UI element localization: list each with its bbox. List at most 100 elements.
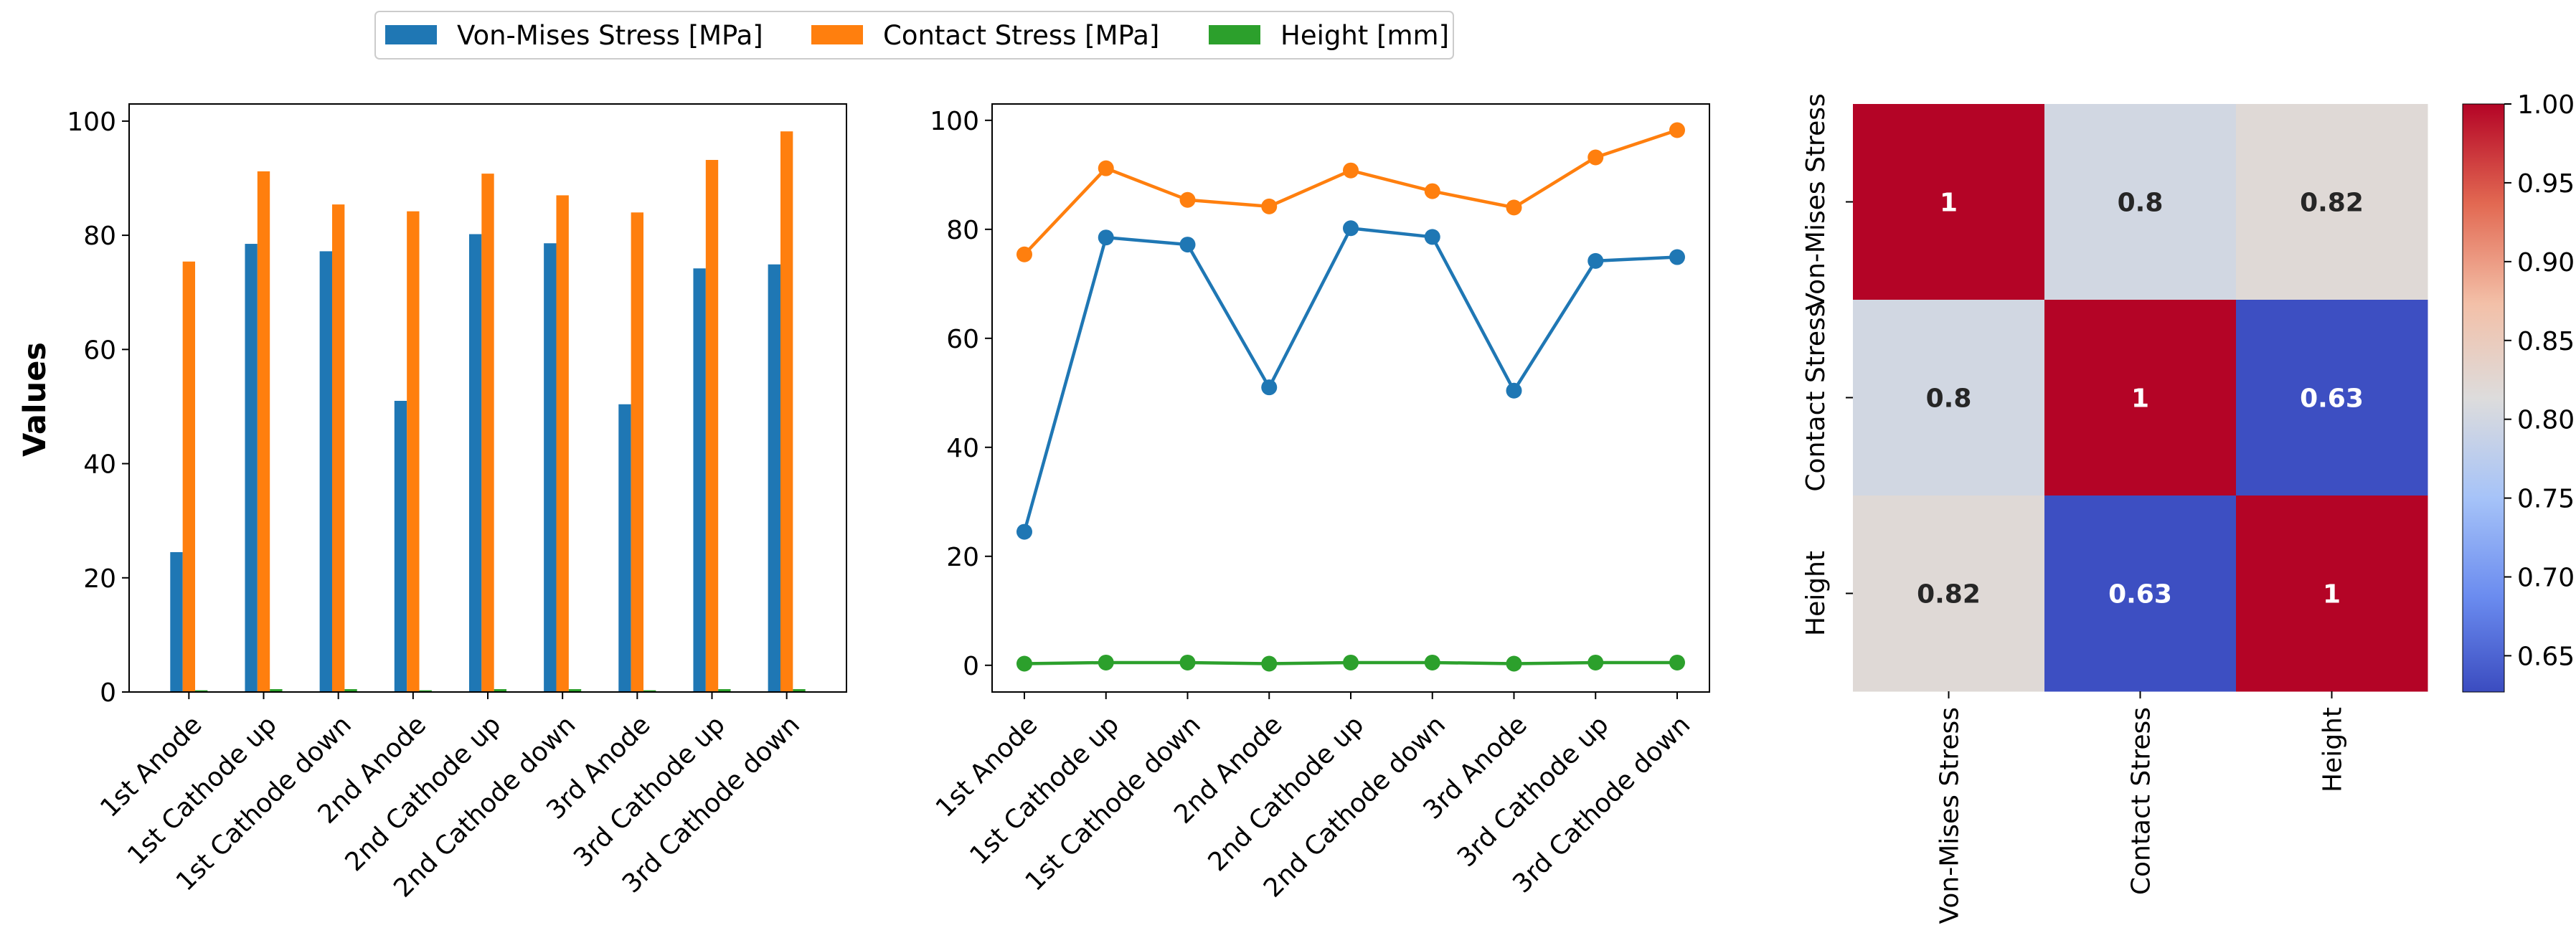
legend-frame	[374, 11, 1454, 60]
heatmap-col-label: Von-Mises Stress	[1935, 707, 1965, 924]
bar-marks	[170, 131, 806, 693]
point-height-mm-3rd-anode	[1506, 655, 1522, 672]
colorbar-frame	[2462, 103, 2505, 693]
line-series-von-mises-stress-mpa	[1022, 226, 1678, 533]
bar-contact-stress-mpa-2nd-cathode-up	[481, 174, 494, 692]
bar-contact-stress-mpa-3rd-anode	[631, 212, 644, 692]
line-xtick-label: 1st Cathode up	[964, 710, 1125, 871]
colorbar-tick-label: 1.00	[2517, 90, 2575, 120]
heatmap-row-label: Von-Mises Stress	[1801, 93, 1831, 310]
legend-swatch-von-mises	[385, 25, 437, 44]
bar-ytick-label: 0	[100, 678, 116, 708]
heatmap-cell-von-mises-stress-contact-stress	[2044, 104, 2237, 300]
point-von-mises-stress-mpa-2nd-cathode-down	[1424, 229, 1440, 245]
bar-height-mm-1st-cathode-up	[270, 689, 283, 692]
colorbar-tick-label: 0.75	[2517, 485, 2575, 514]
heatmap-cell-height-height	[2236, 496, 2428, 692]
bar-contact-stress-mpa-1st-cathode-up	[257, 171, 270, 692]
point-contact-stress-mpa-1st-cathode-down	[1179, 191, 1196, 208]
bar-chart-ylabel: Values	[17, 342, 53, 457]
point-height-mm-3rd-cathode-up	[1587, 654, 1604, 670]
point-contact-stress-mpa-2nd-anode	[1261, 198, 1278, 214]
heatmap-annotation: 0.63	[2300, 384, 2364, 414]
colorbar-tick-label: 0.95	[2517, 169, 2575, 199]
point-von-mises-stress-mpa-1st-anode	[1016, 523, 1032, 540]
heatmap-cell-contact-stress-height	[2236, 300, 2428, 496]
line-marks	[1016, 122, 1685, 672]
heatmap: 1 0.8 0.82 0.8 1 0.63 0.82 0.63 1 Von-Mises Stre…	[1801, 93, 2428, 924]
point-von-mises-stress-mpa-1st-cathode-up	[1098, 229, 1114, 246]
point-height-mm-1st-anode	[1016, 655, 1032, 672]
bar-height-mm-3rd-anode	[643, 690, 656, 692]
heatmap-cell-contact-stress-von-mises-stress	[1853, 300, 2045, 496]
heatmap-cell-von-mises-stress-height	[2236, 104, 2428, 300]
line-xtick-label: 3rd Cathode up	[1452, 710, 1615, 873]
bar-ytick-label: 20	[83, 564, 116, 594]
line-ytick-label: 40	[946, 434, 979, 463]
point-contact-stress-mpa-2nd-cathode-up	[1343, 162, 1359, 179]
legend-label-von-mises: Von-Mises Stress [MPa]	[457, 20, 763, 51]
legend-swatch-height	[1209, 25, 1260, 44]
colorbar-tick-label: 0.85	[2517, 327, 2575, 356]
colorbar-tick-label: 0.70	[2517, 564, 2575, 593]
heatmap-col-label: Contact Stress	[2127, 707, 2156, 895]
point-height-mm-1st-cathode-up	[1098, 654, 1114, 670]
line-ytick-label: 100	[930, 107, 979, 136]
bar-contact-stress-mpa-1st-cathode-down	[331, 204, 345, 692]
bar-von-mises-stress-mpa-3rd-cathode-up	[693, 268, 706, 692]
colorbar-tick-label: 0.90	[2517, 248, 2575, 278]
point-von-mises-stress-mpa-3rd-cathode-down	[1669, 249, 1685, 265]
point-von-mises-stress-mpa-2nd-cathode-up	[1343, 220, 1359, 237]
bar-ytick-label: 40	[83, 450, 116, 480]
bar-von-mises-stress-mpa-1st-cathode-down	[319, 251, 332, 692]
colorbar-gradient	[2463, 104, 2504, 692]
bar-height-mm-3rd-cathode-down	[793, 689, 806, 692]
bar-von-mises-stress-mpa-2nd-cathode-down	[544, 243, 557, 692]
bar-von-mises-stress-mpa-1st-cathode-up	[245, 244, 258, 692]
bar-height-mm-2nd-anode	[419, 690, 432, 692]
legend: Von-Mises Stress [MPa] Contact Stress [M…	[374, 11, 1454, 60]
line-ytick-label: 0	[963, 652, 979, 681]
heatmap-cell-height-von-mises-stress	[1853, 496, 2045, 692]
bar-height-mm-1st-cathode-down	[344, 689, 357, 692]
bar-contact-stress-mpa-1st-anode	[182, 261, 196, 692]
heatmap-cell-contact-stress-contact-stress	[2044, 300, 2237, 496]
point-height-mm-2nd-cathode-down	[1424, 654, 1440, 670]
heatmap-cell-height-contact-stress	[2044, 496, 2237, 692]
bar-von-mises-stress-mpa-2nd-anode	[394, 400, 407, 692]
heatmap-annotation: 0.82	[2300, 189, 2364, 218]
bar-contact-stress-mpa-3rd-cathode-up	[705, 160, 719, 693]
point-height-mm-2nd-cathode-up	[1343, 654, 1359, 670]
heatmap-annotation: 1	[2323, 580, 2341, 610]
point-contact-stress-mpa-1st-cathode-up	[1098, 160, 1114, 176]
point-height-mm-2nd-anode	[1261, 655, 1278, 672]
heatmap-annotation: 0.8	[2118, 189, 2164, 218]
heatmap-annotation: 1	[1940, 189, 1958, 218]
colorbar-tick-label: 0.80	[2517, 406, 2575, 435]
heatmap-cells: 1 0.8 0.82 0.8 1 0.63 0.82 0.63 1	[1853, 104, 2428, 692]
colorbar-tick-label: 0.65	[2517, 642, 2575, 671]
heatmap-annotation: 0.8	[1926, 384, 1972, 414]
point-contact-stress-mpa-3rd-anode	[1506, 199, 1522, 216]
bar-height-mm-2nd-cathode-up	[494, 689, 507, 692]
heatmap-row-label: Contact Stress	[1801, 303, 1831, 491]
heatmap-col-label: Height	[2318, 707, 2348, 792]
heatmap-row-label: Height	[1801, 551, 1831, 636]
bar-height-mm-1st-anode	[195, 690, 208, 692]
bar-von-mises-stress-mpa-3rd-anode	[618, 404, 631, 692]
bar-height-mm-2nd-cathode-down	[568, 689, 582, 692]
point-von-mises-stress-mpa-1st-cathode-down	[1179, 237, 1196, 253]
heatmap-annotation: 1	[2131, 384, 2149, 414]
point-contact-stress-mpa-1st-anode	[1016, 246, 1032, 262]
bar-contact-stress-mpa-2nd-anode	[407, 211, 420, 692]
line-xtick-label: 2nd Cathode up	[1203, 710, 1370, 877]
bar-ytick-label: 100	[67, 108, 116, 137]
point-height-mm-1st-cathode-down	[1179, 654, 1196, 670]
bar-von-mises-stress-mpa-2nd-cathode-up	[468, 234, 482, 693]
bar-ytick-label: 60	[83, 336, 116, 365]
bar-contact-stress-mpa-3rd-cathode-down	[780, 131, 793, 692]
